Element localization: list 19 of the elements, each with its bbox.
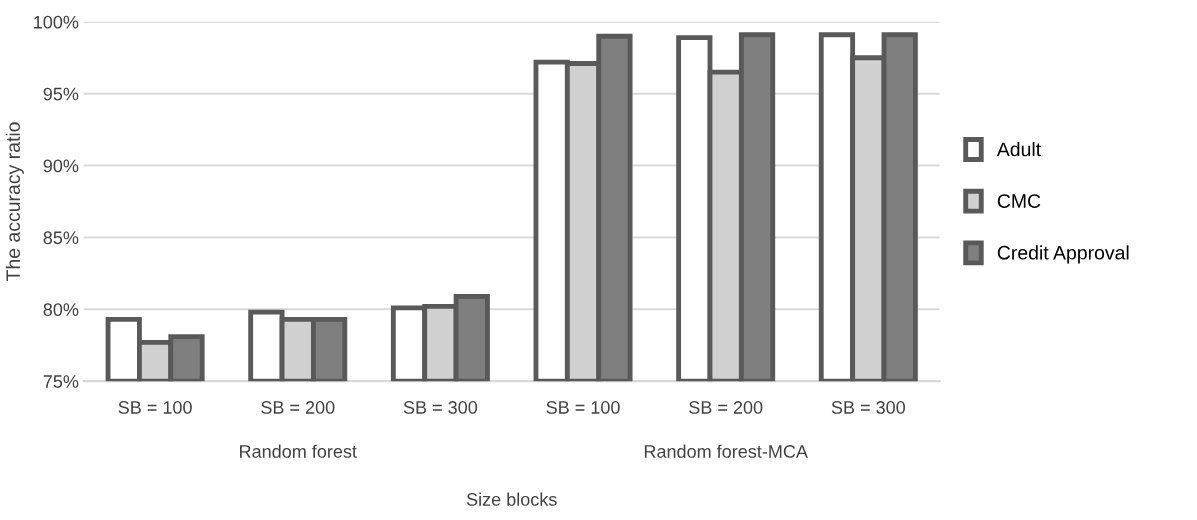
y-axis-title: The accuracy ratio xyxy=(5,122,24,282)
x-tick-label: SB = 100 xyxy=(546,401,620,414)
legend-label: Credit Approval xyxy=(997,245,1129,264)
y-tick-label: 90% xyxy=(43,159,79,173)
x-tick-label: SB = 100 xyxy=(118,401,192,414)
x-axis-title: Size blocks xyxy=(466,492,557,506)
x-tick-label: SB = 300 xyxy=(831,401,906,414)
text: Random forest xyxy=(240,444,357,458)
x-tick-label: SB = 200 xyxy=(261,401,335,414)
x-tick-label: SB = 200 xyxy=(689,401,763,414)
legend-label: Adult xyxy=(996,141,1041,157)
y-tick-label: 85% xyxy=(43,231,79,245)
y-tick-label: 75% xyxy=(43,375,79,388)
y-tick-label: 80% xyxy=(43,303,79,317)
text: Random forest-MCA xyxy=(644,444,808,458)
x-tick-label: SB = 300 xyxy=(403,401,478,414)
y-tick-label: 100% xyxy=(34,15,79,29)
y-tick-label: 95% xyxy=(43,87,79,101)
legend-label: CMC xyxy=(997,194,1041,208)
